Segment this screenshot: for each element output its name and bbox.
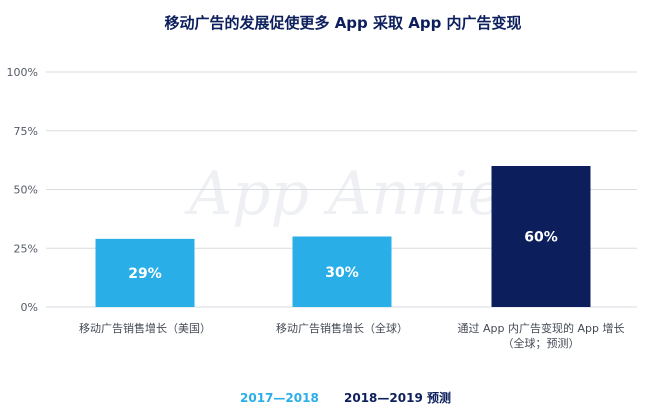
bar-value-label: 60% [524,230,558,246]
y-tick-label: 100% [7,66,38,79]
x-category-label: 移动广告销售增长（美国） [79,321,211,335]
x-axis: 移动广告销售增长（美国） 移动广告销售增长（全球） 通过 App 内广告变现的 Ap… [79,321,624,350]
y-tick-label: 75% [14,125,38,138]
x-category-label: （全球；预测） [503,336,580,350]
y-tick-label: 50% [14,184,38,197]
y-axis: 0% 25% 50% 75% 100% [7,66,38,314]
legend-item: 2017—2018 [240,391,319,405]
y-tick-label: 25% [14,242,38,255]
bar-value-label: 30% [325,265,359,281]
legend-item: 2018—2019 预测 [344,390,451,405]
legend: 2017—2018 2018—2019 预测 [240,390,451,405]
bar [491,166,591,307]
x-category-label: 移动广告销售增长（全球） [276,321,408,335]
y-tick-label: 0% [21,301,38,314]
watermark-logo: App Annie [184,159,504,229]
bar [292,236,392,307]
bars: 29% 30% 60% [95,166,591,307]
chart-title: 移动广告的发展促使更多 App 采取 App 内广告变现 [164,14,521,32]
x-category-label: 通过 App 内广告变现的 App 增长 [458,321,625,335]
bar-value-label: 29% [128,266,162,282]
bar [95,238,195,307]
